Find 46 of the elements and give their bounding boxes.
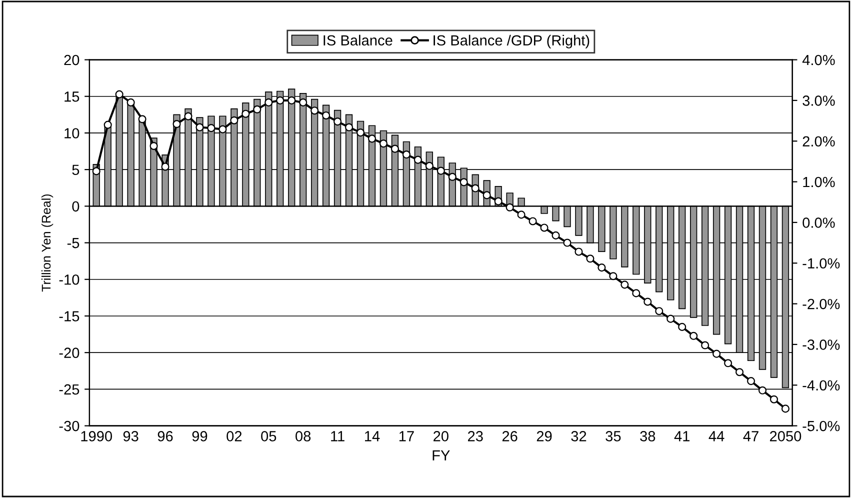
x-tick-label: 93 [123,431,138,442]
x-tick-label: 11 [331,431,344,442]
x-tick-label: 23 [468,431,483,442]
x-tick-label: 17 [399,431,414,442]
x-tick-label: 41 [674,431,690,442]
x-tick-label: 44 [708,431,724,442]
y-axis-title: Trillion Yen (Real) [41,194,54,292]
y-tick-label: 20 [64,54,80,66]
x-tick-label: 14 [365,431,380,442]
y2-tick-label: -3.0% [802,340,840,350]
x-tick-label: 26 [502,431,518,442]
y2-tick-label: -5.0% [802,420,840,432]
x-tick-label: 05 [261,431,276,442]
x-tick-label: 47 [743,431,758,442]
y-tick-label: 15 [64,92,80,102]
y-tick-label: -30 [59,420,80,432]
x-tick-label: 32 [571,431,586,442]
y2-tick-label: -4.0% [802,380,840,391]
x-tick-label: 35 [606,431,621,442]
y2-tick-label: 1.0% [803,176,835,188]
y2-tick-label: -1.0% [802,258,840,269]
y2-tick-label: 3.0% [802,96,835,106]
y-tick-label: 5 [72,164,80,175]
y-tick-label: 0 [72,201,80,212]
y2-tick-label: 2.0% [802,136,835,147]
y-tick-label: -5 [67,238,80,248]
x-axis-title: FY [432,450,450,460]
x-tick-label: 96 [158,431,173,442]
y-tick-label: -20 [59,348,80,358]
y2-tick-label: 4.0% [802,54,835,66]
x-tick-label: 20 [434,431,448,442]
y2-tick-label: 0.0% [802,218,835,228]
x-tick-label: 1990 [81,431,112,442]
y2-tick-label: -2.0% [802,298,840,310]
x-tick-label: 02 [226,431,242,442]
y-tick-label: -10 [59,274,80,285]
x-tick-label: 38 [640,431,656,442]
legend-label: IS Balance [324,34,392,46]
legend-label: IS Balance /GDP (Right) [434,34,590,48]
x-tick-label: 08 [296,431,311,442]
x-tick-label: 99 [192,431,208,442]
y-tick-label: -25 [59,384,80,395]
x-tick-label: 29 [536,431,552,442]
y-tick-label: -15 [59,311,80,322]
y-tick-label: 10 [64,128,80,138]
x-tick-label: 2050 [770,431,802,442]
